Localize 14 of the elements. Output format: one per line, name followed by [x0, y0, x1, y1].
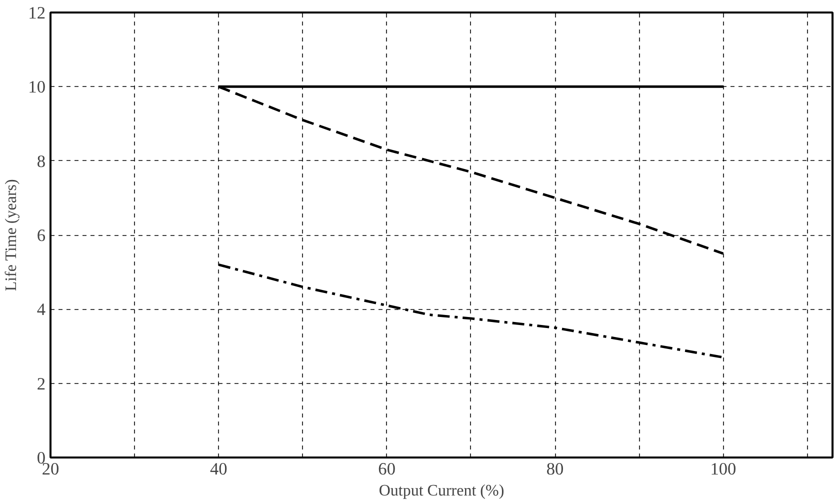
y-axis-title: Life Time (years) — [3, 179, 20, 292]
x-tick-label: 80 — [546, 460, 564, 478]
y-tick-label: 2 — [36, 374, 46, 394]
y-tick-label: 6 — [36, 226, 46, 245]
y-tick-label: 0 — [36, 448, 46, 468]
y-tick-label: 8 — [36, 152, 46, 171]
x-tick-label: 40 — [210, 460, 228, 478]
y-tick-label: 4 — [36, 300, 46, 320]
line-series — [217, 263, 724, 359]
x-tick-label: 100 — [710, 460, 736, 478]
x-axis-title: Output Current (%) — [378, 482, 504, 500]
y-tick-label: 10 — [28, 78, 46, 97]
x-tick-label: 60 — [378, 460, 396, 478]
y-tick-label: 12 — [28, 4, 46, 22]
